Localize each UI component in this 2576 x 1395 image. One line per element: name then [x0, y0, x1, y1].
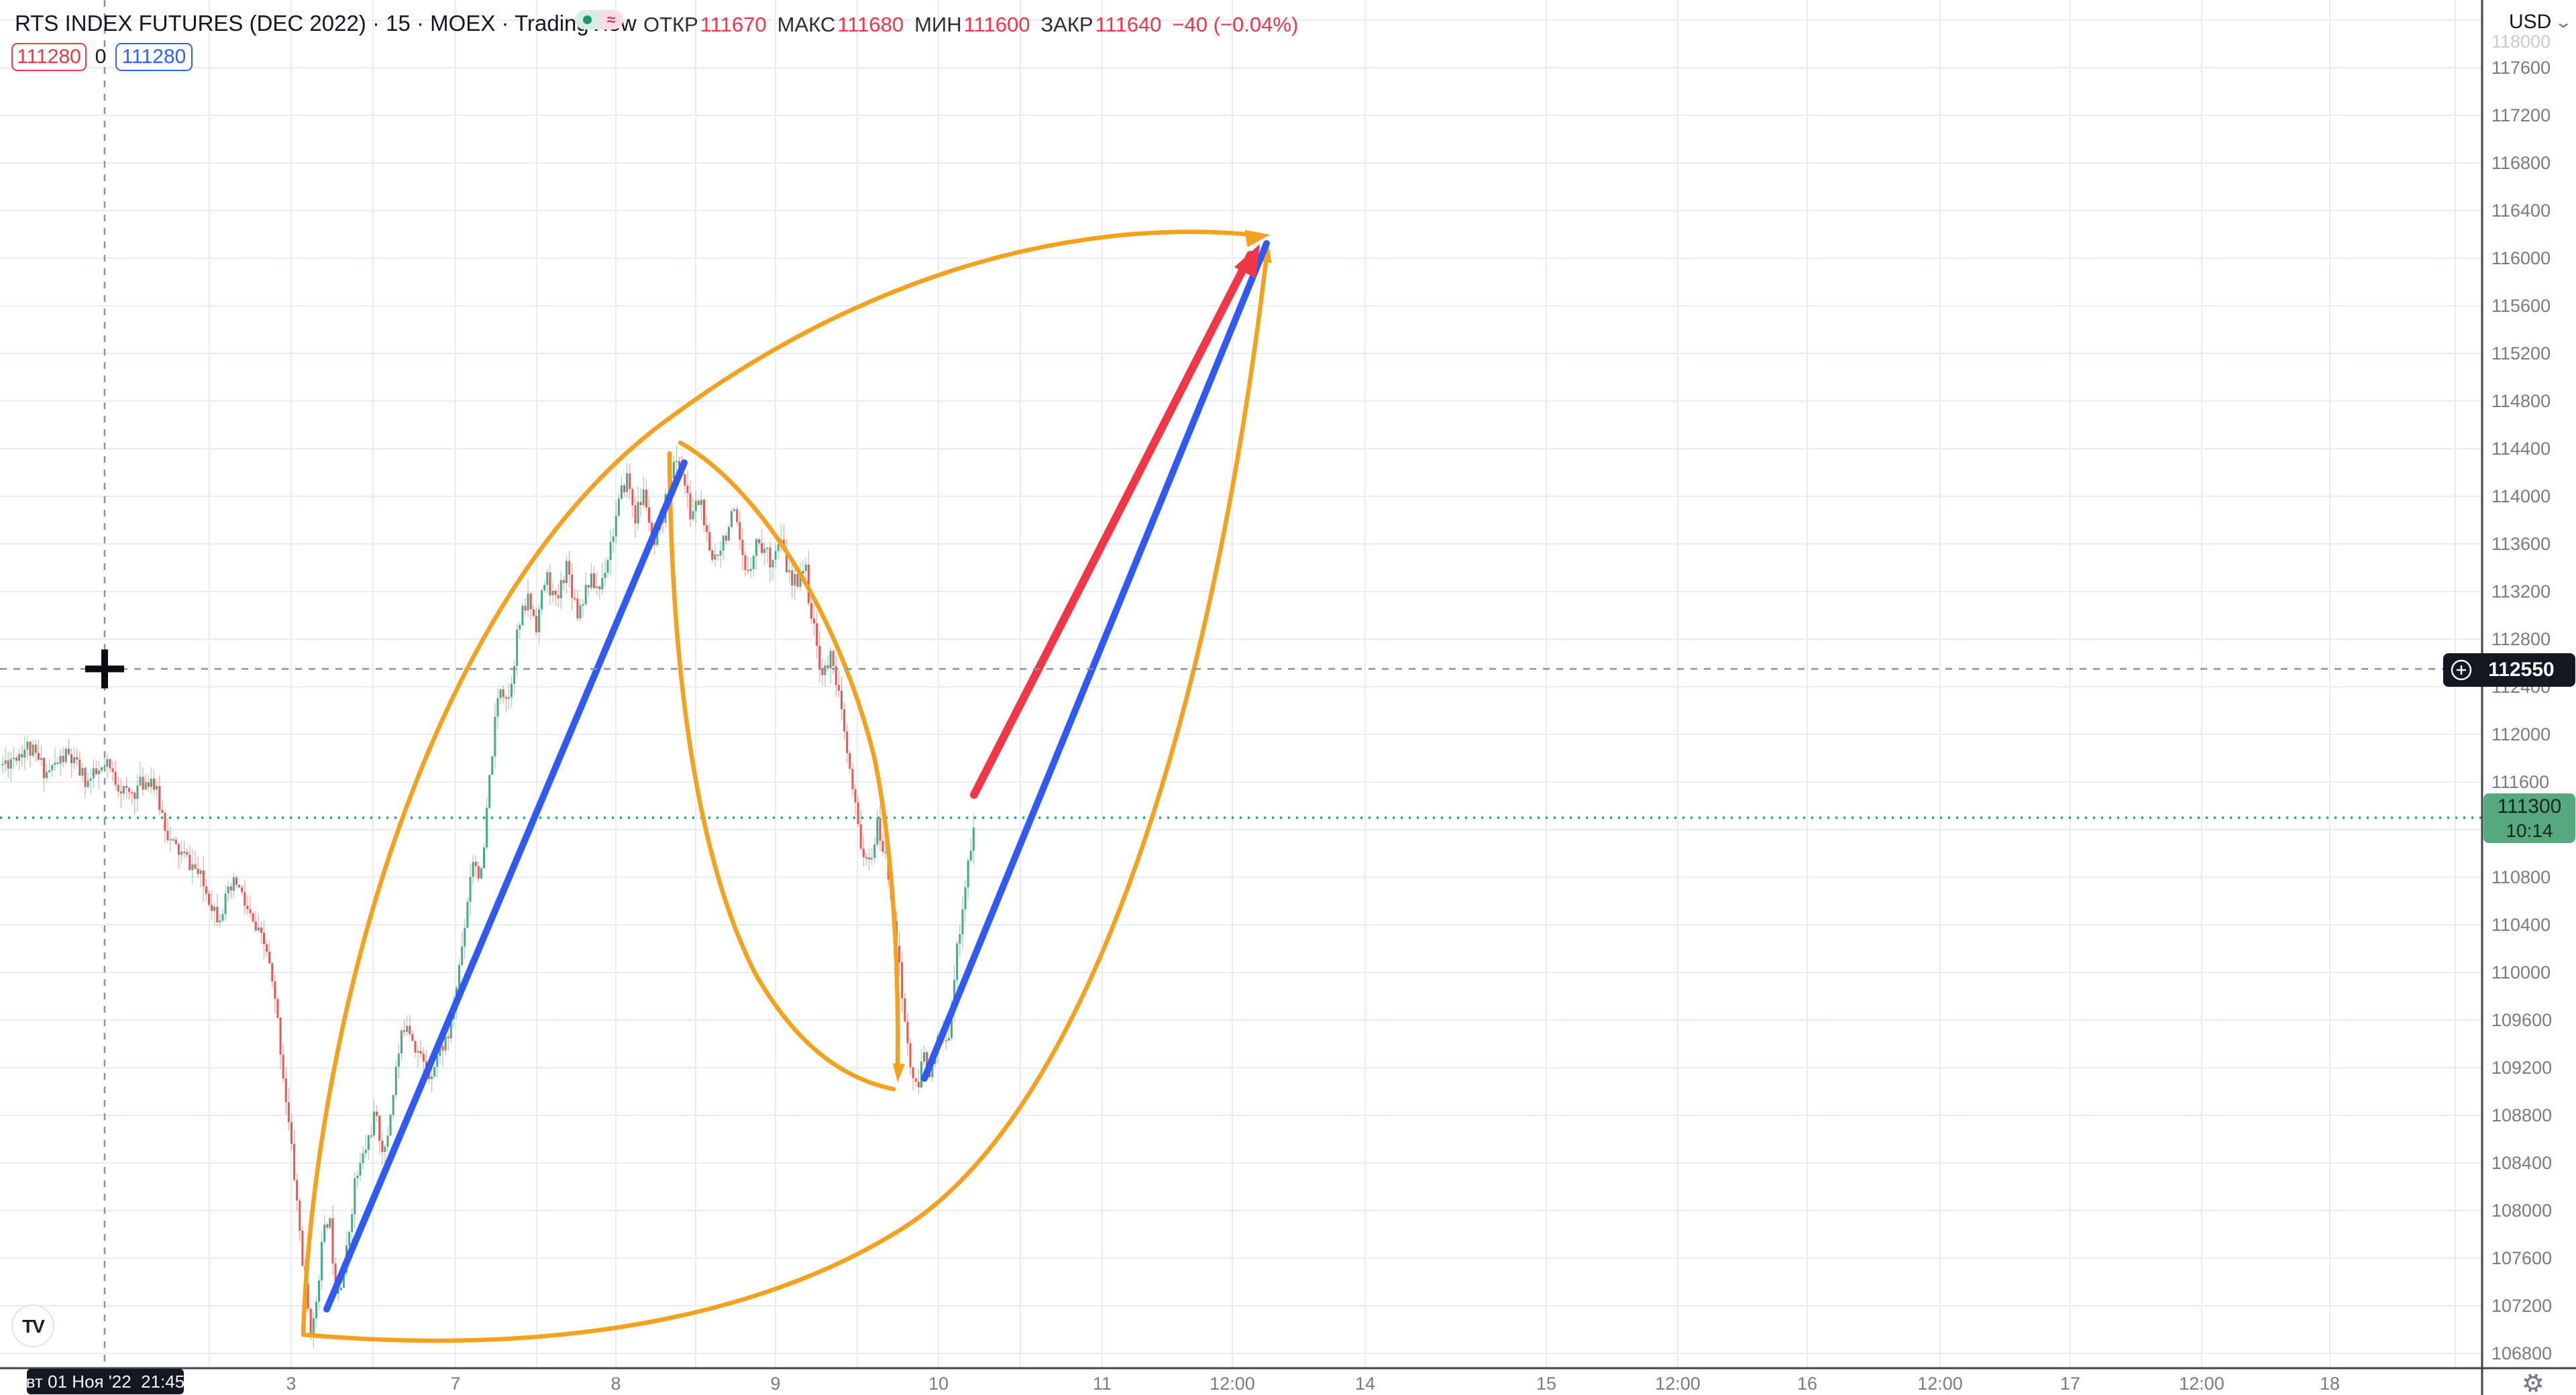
- time-tick-label: 18: [2319, 1374, 2341, 1394]
- time-tick-label: 16: [1796, 1374, 1818, 1394]
- crosshair: [0, 0, 2482, 1368]
- sell-price-label[interactable]: 111280: [11, 43, 87, 71]
- time-tick-label: 11: [1092, 1374, 1112, 1394]
- tradingview-logo[interactable]: TV: [11, 1304, 55, 1351]
- spread-value: 0: [95, 46, 107, 68]
- add-alert-plus-icon[interactable]: [2450, 659, 2473, 681]
- time-tick-label: 12:00: [1917, 1374, 1963, 1394]
- crosshair-price-badge: 112550: [2443, 653, 2575, 687]
- price-tick-label: 117200: [2491, 105, 2551, 125]
- grid: [0, 0, 2482, 1368]
- red-arrow-drawing[interactable]: [970, 244, 1260, 799]
- price-tick-label: 114400: [2491, 439, 2551, 459]
- price-tick-label: 107600: [2491, 1248, 2553, 1268]
- change-value: −40 (−0.04%): [1172, 13, 1299, 36]
- price-tick-label: 116000: [2491, 248, 2551, 268]
- symbol-title[interactable]: RTS INDEX FUTURES (DEC 2022) · 15 · MOEX…: [15, 11, 637, 36]
- open-label: ОТКР: [643, 13, 698, 36]
- price-tick-label: 118000: [2491, 32, 2551, 52]
- currency-label: USD: [2509, 11, 2552, 33]
- price-tick-label: 107200: [2491, 1296, 2553, 1316]
- price-tick-label: 113200: [2491, 581, 2551, 602]
- price-tick-label: 109200: [2491, 1058, 2553, 1078]
- time-tick-label: 17: [2059, 1374, 2081, 1394]
- price-tick-label: 115600: [2491, 296, 2551, 316]
- close-value: 111640: [1095, 13, 1162, 36]
- data-status-dot-icon: [575, 10, 599, 30]
- price-tick-label: 112000: [2491, 724, 2551, 744]
- low-value: 111600: [963, 13, 1030, 36]
- price-tick-label: 114000: [2491, 486, 2551, 506]
- price-tick-label: 111600: [2491, 772, 2550, 792]
- tv-logo-glyph: TV: [22, 1316, 45, 1337]
- time-tick-label: 12:00: [1210, 1374, 1255, 1394]
- price-tick-label: 112800: [2491, 629, 2551, 649]
- time-tick-label: 8: [610, 1374, 621, 1394]
- price-tick-label: 108000: [2491, 1201, 2553, 1221]
- time-tick-label: 15: [1536, 1374, 1557, 1394]
- price-tick-label: 116800: [2491, 153, 2551, 173]
- price-tick-label: 113600: [2491, 534, 2551, 554]
- arrowhead: [1234, 244, 1260, 278]
- price-tick-label: 110400: [2491, 915, 2551, 935]
- last-price-value: 111300: [2497, 795, 2562, 818]
- time-tick-label: 10: [928, 1374, 949, 1394]
- price-tick-label: 110800: [2491, 867, 2551, 887]
- price-tick-label: 114800: [2491, 391, 2551, 411]
- price-tick-label: 108800: [2491, 1105, 2553, 1125]
- time-tick-label: 7: [450, 1374, 461, 1394]
- crosshair-price-value: 112550: [2488, 659, 2555, 681]
- price-tick-label: 106800: [2491, 1343, 2553, 1363]
- currency-selector[interactable]: USD ⌄: [2509, 11, 2573, 34]
- ohlc-readout: ОТКР111670 МАКС111680 МИН111600 ЗАКР111640−…: [643, 13, 1298, 37]
- low-label: МИН: [914, 13, 962, 36]
- chevron-down-icon: ⌄: [2554, 13, 2573, 32]
- arrowhead: [893, 1063, 905, 1082]
- price-tick-label: 110000: [2491, 962, 2551, 983]
- price-tick-label: 117600: [2491, 58, 2551, 78]
- price-tick-label: 109600: [2491, 1010, 2553, 1030]
- settings-gear-icon[interactable]: [2521, 1371, 2545, 1395]
- time-tick-label: 3: [286, 1374, 297, 1394]
- buy-price-label[interactable]: 111280: [115, 43, 193, 71]
- high-label: МАКС: [777, 13, 836, 36]
- bar-countdown: 10:14: [2506, 820, 2553, 841]
- open-value: 111670: [700, 13, 767, 36]
- time-tick-label: 14: [1354, 1374, 1376, 1394]
- crosshair-date-badge: вт 01 Ноя '22 21:45: [26, 1369, 184, 1394]
- last-price-badge: 111300 10:14: [2483, 793, 2575, 843]
- orange-cycle-drawing[interactable]: [301, 229, 1272, 1343]
- gear-glyph: [2524, 1374, 2542, 1392]
- arrowhead: [1244, 229, 1270, 247]
- candlestick-series[interactable]: [1, 445, 975, 1348]
- price-tick-label: 115200: [2491, 343, 2551, 364]
- market-status-pill[interactable]: ≈: [575, 10, 623, 30]
- time-tick-label: 12:00: [1655, 1374, 1701, 1394]
- time-tick-label: 12:00: [2179, 1374, 2224, 1394]
- blue-trend-lines[interactable]: [323, 240, 1270, 1313]
- price-tick-label: 116400: [2491, 201, 2551, 221]
- price-tick-label: 108400: [2491, 1153, 2553, 1173]
- time-tick-label: 9: [770, 1374, 781, 1394]
- approx-data-icon: ≈: [599, 10, 623, 30]
- high-value: 111680: [837, 13, 904, 36]
- close-label: ЗАКР: [1040, 13, 1093, 36]
